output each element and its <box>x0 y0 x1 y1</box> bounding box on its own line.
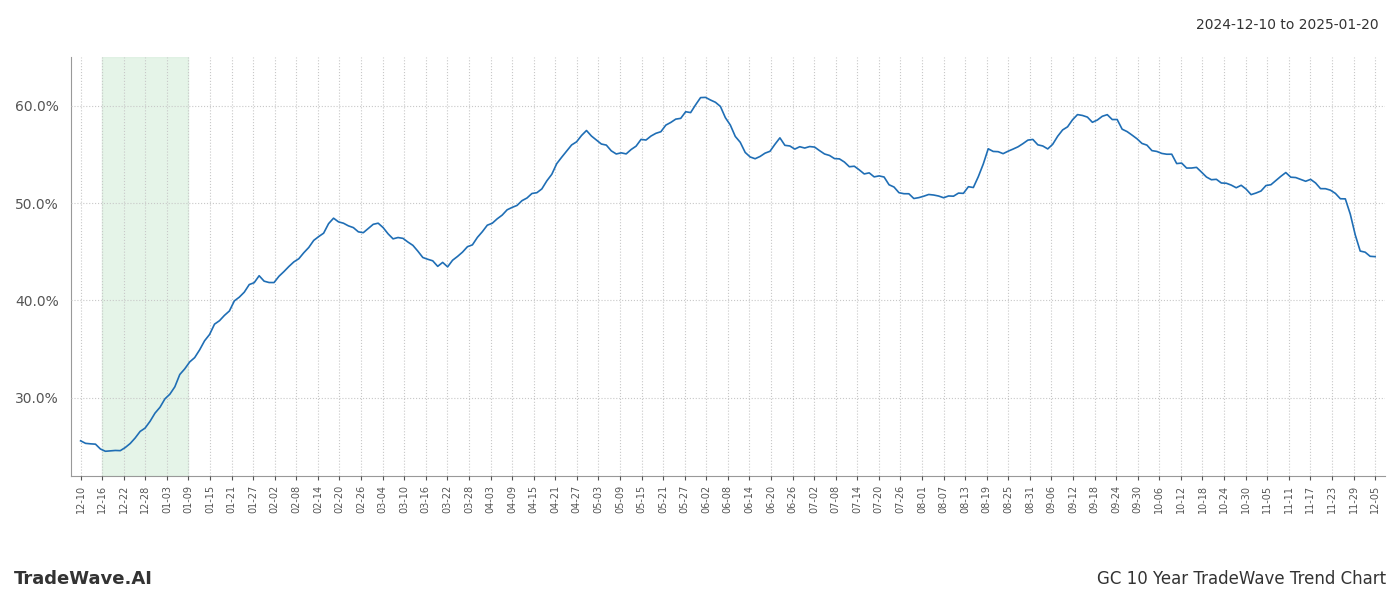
Text: TradeWave.AI: TradeWave.AI <box>14 570 153 588</box>
Text: 2024-12-10 to 2025-01-20: 2024-12-10 to 2025-01-20 <box>1197 18 1379 32</box>
Text: GC 10 Year TradeWave Trend Chart: GC 10 Year TradeWave Trend Chart <box>1096 570 1386 588</box>
Bar <box>102 57 189 476</box>
